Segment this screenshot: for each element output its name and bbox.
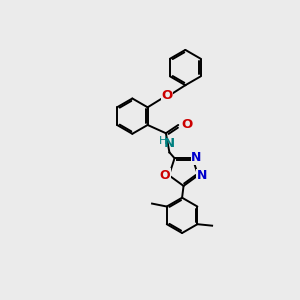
Text: N: N <box>163 137 174 150</box>
Text: N: N <box>197 169 207 182</box>
Text: O: O <box>181 118 192 131</box>
Text: N: N <box>191 151 202 164</box>
Text: H: H <box>159 136 167 146</box>
Text: O: O <box>161 89 173 103</box>
Text: O: O <box>160 169 170 182</box>
